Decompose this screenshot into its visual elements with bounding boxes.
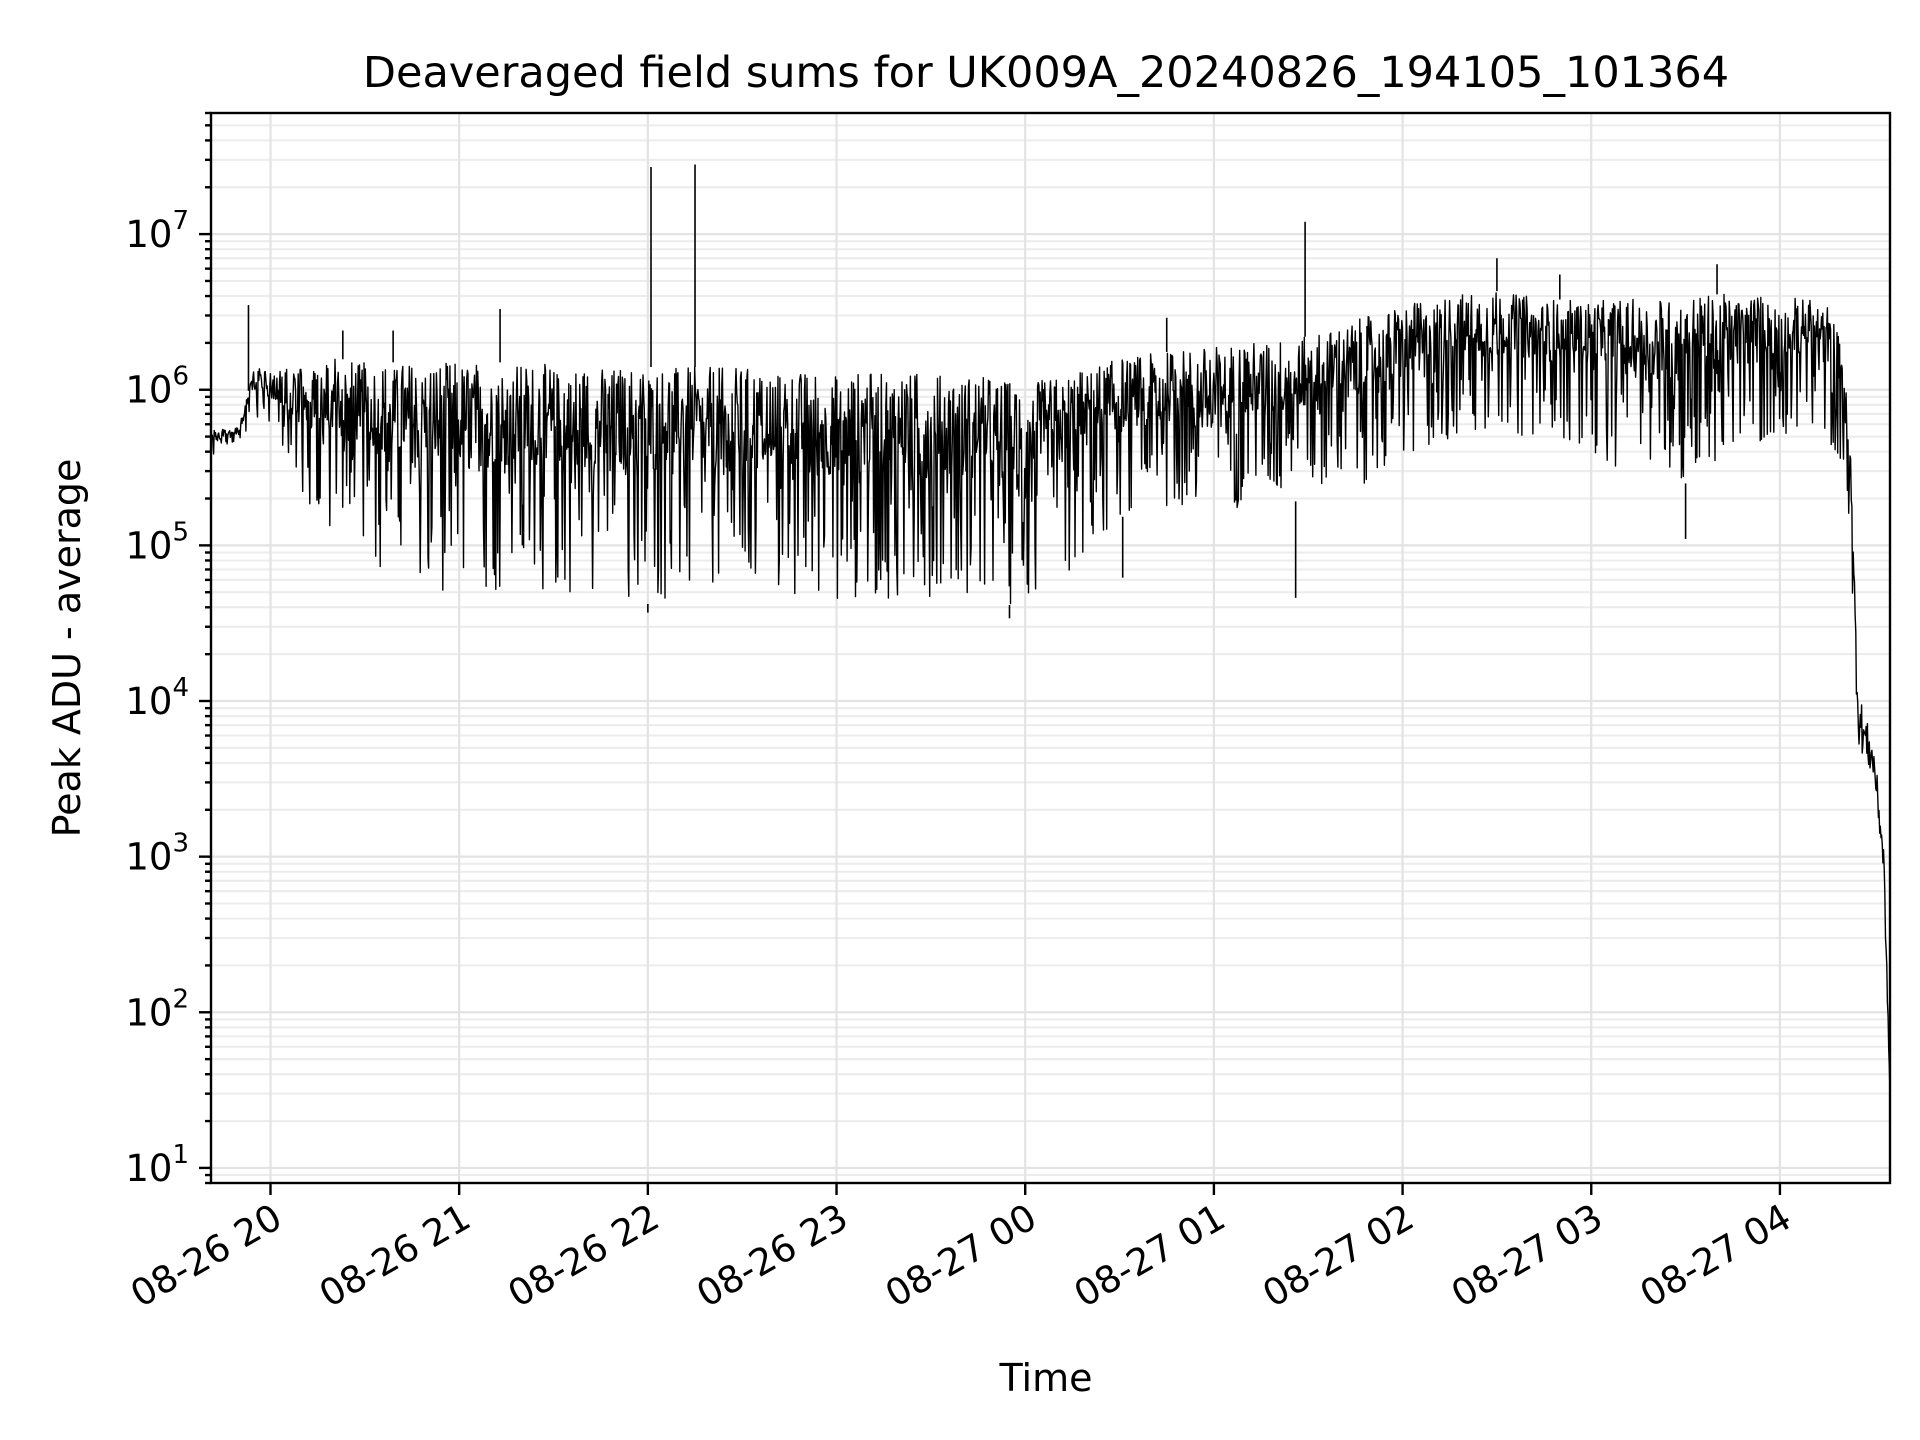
y-tick-label: 107 bbox=[125, 206, 189, 256]
x-tick-label: 08-26 20 bbox=[123, 1196, 289, 1316]
x-tick-label: 08-27 00 bbox=[878, 1196, 1044, 1316]
y-tick-label: 106 bbox=[125, 362, 189, 412]
x-axis-label: Time bbox=[999, 1356, 1093, 1400]
y-axis-label: Peak ADU - average bbox=[45, 459, 89, 838]
x-tick-label: 08-26 21 bbox=[312, 1196, 478, 1316]
x-axis-ticks: 08-26 20 08-26 21 08-26 22 08-26 23 08-27 00… bbox=[123, 1183, 1798, 1316]
series-line-trace bbox=[210, 292, 1891, 1094]
x-tick-label: 08-27 02 bbox=[1256, 1196, 1422, 1316]
y-tick-label: 101 bbox=[125, 1140, 189, 1190]
x-tick-label: 08-27 03 bbox=[1444, 1196, 1610, 1316]
y-axis-ticks: 101 102 103 104 105 106 107 bbox=[125, 111, 211, 1190]
grid bbox=[211, 112, 1890, 1184]
x-tick-label: 08-26 22 bbox=[501, 1196, 667, 1316]
x-tick-label: 08-27 01 bbox=[1067, 1196, 1233, 1316]
series-layer bbox=[210, 164, 1891, 1094]
y-tick-label: 102 bbox=[125, 984, 189, 1034]
x-tick-label: 08-26 23 bbox=[689, 1196, 855, 1316]
y-tick-label: 103 bbox=[125, 829, 189, 879]
chart-title: Deaveraged field sums for UK009A_2024082… bbox=[363, 48, 1729, 98]
y-tick-label: 104 bbox=[125, 673, 189, 723]
y-tick-label: 105 bbox=[125, 517, 189, 567]
x-tick-label: 08-27 04 bbox=[1633, 1196, 1799, 1316]
plot-frame bbox=[209, 111, 1892, 1185]
